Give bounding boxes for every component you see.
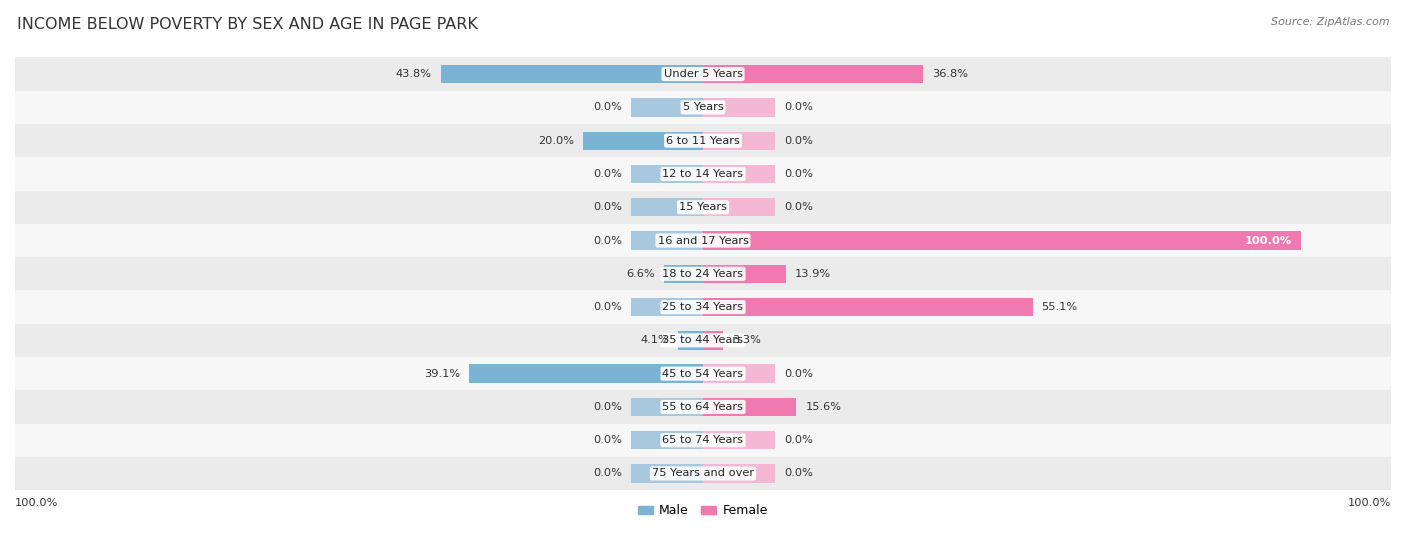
Bar [631, 465, 703, 482]
Text: 12 to 14 Years: 12 to 14 Years [662, 169, 744, 179]
Text: 0.0%: 0.0% [593, 468, 623, 479]
Bar [703, 65, 924, 83]
Text: 0.0%: 0.0% [593, 235, 623, 245]
Bar [15, 424, 1391, 457]
Text: 35 to 44 Years: 35 to 44 Years [662, 335, 744, 345]
Bar [703, 364, 775, 383]
Bar [703, 398, 796, 416]
Bar [15, 291, 1391, 324]
Bar [15, 157, 1391, 191]
Bar [15, 257, 1391, 291]
Text: 43.8%: 43.8% [396, 69, 432, 79]
Bar [703, 165, 775, 183]
Bar [15, 91, 1391, 124]
Bar [664, 264, 703, 283]
Bar [703, 298, 1032, 316]
Text: 100.0%: 100.0% [15, 499, 59, 509]
Bar [15, 324, 1391, 357]
Bar [15, 457, 1391, 490]
Text: 16 and 17 Years: 16 and 17 Years [658, 235, 748, 245]
Text: 3.3%: 3.3% [731, 335, 761, 345]
Text: 25 to 34 Years: 25 to 34 Years [662, 302, 744, 312]
Text: 100.0%: 100.0% [1246, 235, 1292, 245]
Text: 0.0%: 0.0% [783, 169, 813, 179]
Bar [703, 131, 775, 150]
Text: 0.0%: 0.0% [783, 435, 813, 445]
Text: 45 to 54 Years: 45 to 54 Years [662, 368, 744, 378]
Text: 13.9%: 13.9% [796, 269, 831, 279]
Bar [15, 224, 1391, 257]
Bar [703, 198, 775, 216]
Text: 15.6%: 15.6% [806, 402, 841, 412]
Text: Source: ZipAtlas.com: Source: ZipAtlas.com [1271, 17, 1389, 27]
Legend: Male, Female: Male, Female [633, 499, 773, 522]
Bar [703, 98, 775, 116]
Bar [583, 131, 703, 150]
Text: 0.0%: 0.0% [783, 368, 813, 378]
Text: 5 Years: 5 Years [683, 102, 723, 112]
Text: 4.1%: 4.1% [641, 335, 669, 345]
Text: Under 5 Years: Under 5 Years [664, 69, 742, 79]
Text: 0.0%: 0.0% [593, 202, 623, 212]
Text: 75 Years and over: 75 Years and over [652, 468, 754, 479]
Text: 55 to 64 Years: 55 to 64 Years [662, 402, 744, 412]
Text: 0.0%: 0.0% [593, 302, 623, 312]
Bar [631, 98, 703, 116]
Bar [631, 431, 703, 449]
Bar [15, 191, 1391, 224]
Text: 0.0%: 0.0% [593, 169, 623, 179]
Text: 36.8%: 36.8% [932, 69, 969, 79]
Bar [15, 390, 1391, 424]
Bar [15, 58, 1391, 91]
Bar [631, 231, 703, 250]
Text: 6 to 11 Years: 6 to 11 Years [666, 136, 740, 146]
Bar [470, 364, 703, 383]
Text: 18 to 24 Years: 18 to 24 Years [662, 269, 744, 279]
Text: 0.0%: 0.0% [593, 402, 623, 412]
Bar [703, 431, 775, 449]
Text: 55.1%: 55.1% [1042, 302, 1078, 312]
Bar [703, 231, 1302, 250]
Text: 100.0%: 100.0% [1347, 499, 1391, 509]
Text: 0.0%: 0.0% [783, 136, 813, 146]
Text: 0.0%: 0.0% [783, 202, 813, 212]
Text: INCOME BELOW POVERTY BY SEX AND AGE IN PAGE PARK: INCOME BELOW POVERTY BY SEX AND AGE IN P… [17, 17, 478, 32]
Text: 39.1%: 39.1% [425, 368, 460, 378]
Text: 0.0%: 0.0% [593, 102, 623, 112]
Text: 6.6%: 6.6% [626, 269, 655, 279]
Bar [15, 124, 1391, 157]
Bar [631, 398, 703, 416]
Text: 15 Years: 15 Years [679, 202, 727, 212]
Text: 0.0%: 0.0% [593, 435, 623, 445]
Bar [703, 264, 786, 283]
Text: 0.0%: 0.0% [783, 468, 813, 479]
Bar [441, 65, 703, 83]
Bar [15, 357, 1391, 390]
Text: 65 to 74 Years: 65 to 74 Years [662, 435, 744, 445]
Text: 0.0%: 0.0% [783, 102, 813, 112]
Bar [679, 331, 703, 349]
Bar [631, 298, 703, 316]
Bar [631, 198, 703, 216]
Bar [703, 465, 775, 482]
Bar [631, 165, 703, 183]
Text: 20.0%: 20.0% [538, 136, 575, 146]
Bar [703, 331, 723, 349]
